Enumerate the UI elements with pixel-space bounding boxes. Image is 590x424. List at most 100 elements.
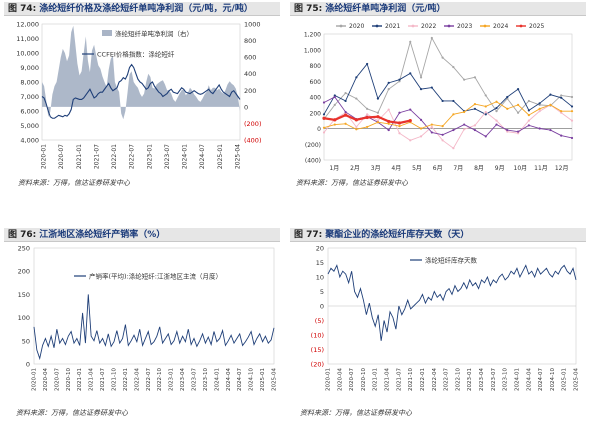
x-tick-label: 2023-10 — [503, 368, 509, 391]
x-tick-label: 9月 — [495, 165, 505, 172]
data-point-2025 — [397, 121, 402, 125]
x-tick-label: 10月 — [514, 165, 528, 172]
x-tick-label: 2024-07 — [237, 368, 243, 391]
data-point-2024 — [366, 125, 369, 129]
x-tick-label: 8月 — [474, 165, 484, 172]
data-point-2025 — [354, 118, 358, 122]
series-line-2022 — [323, 104, 573, 149]
y-tick-label: 0 — [26, 361, 30, 369]
data-point-2022 — [452, 147, 455, 150]
data-point-2021 — [506, 95, 509, 99]
x-tick-label: 2022-01 — [123, 368, 129, 391]
data-point-2021 — [473, 107, 477, 110]
data-point-2024 — [463, 110, 466, 114]
x-tick-label: 2020-01 — [326, 368, 332, 391]
data-point-2024 — [527, 114, 530, 117]
x-tick-label: 2020-07 — [58, 144, 65, 169]
data-point-2021 — [484, 113, 487, 116]
y-tick-label: (200) — [305, 142, 321, 149]
data-point-2024 — [560, 110, 563, 113]
series-line-sales-ratio — [33, 294, 275, 361]
data-point-2024 — [516, 103, 520, 106]
chart-fig75: (400) (200) 0 200 400 600 800 1,000 1,200 2020 202… — [304, 23, 574, 172]
y-tick-label: 10 — [316, 274, 324, 282]
data-point-2022 — [355, 125, 358, 129]
x-tick-label: 2024-10 — [249, 368, 255, 391]
data-point-2021 — [495, 106, 498, 110]
figure-label: 图 74: — [8, 4, 37, 14]
legend-marker — [339, 24, 343, 28]
x-tick-label: 2023-04 — [479, 368, 485, 391]
panel-title: 图 76: 江浙地区涤纶短纤产销率（%） — [4, 228, 280, 242]
data-point-2021 — [398, 78, 401, 81]
x-tick-label: 2023-07 — [491, 368, 497, 391]
figure-title: 涤纶短纤价格及涤纶短纤单吨净利润（元/吨，元/吨） — [39, 4, 253, 14]
x-tick-label: 2022-10 — [455, 368, 461, 391]
x-tick-label: 2021-01 — [77, 368, 83, 391]
y-tick-label: 400 — [310, 95, 322, 102]
y-tick-label: 150 — [18, 291, 30, 299]
data-point-2022 — [463, 128, 466, 131]
data-point-2021 — [538, 102, 541, 105]
data-point-2024 — [452, 113, 455, 116]
data-point-2022 — [484, 110, 487, 114]
data-point-2022 — [366, 113, 369, 116]
legend-label: 产销率(平均):涤纶短纤:江浙地区主流（月度） — [89, 272, 222, 281]
x-tick-label: 2020-10 — [66, 368, 72, 391]
figure-label: 图 76: — [8, 230, 37, 240]
x-tick-label: 2020-01 — [32, 368, 38, 391]
data-point-2023 — [463, 123, 466, 126]
x-tick-label: 2020-04 — [43, 368, 49, 391]
y-tick-label-right: 400 — [244, 70, 256, 78]
data-point-2022 — [322, 131, 326, 134]
x-tick-label: 2024-10 — [550, 368, 556, 391]
data-point-2020 — [366, 107, 369, 110]
x-tick-label: 2025-04 — [574, 368, 580, 391]
source-note: 资料来源：万得，信达证券研发中心 — [16, 409, 128, 417]
data-point-2024 — [419, 127, 423, 130]
y-tick-label: 250 — [18, 246, 30, 253]
x-tick-label: 2022-04 — [134, 368, 140, 391]
legend-label: 2022 — [421, 23, 436, 30]
y-tick-label: 800 — [310, 63, 322, 70]
y-tick-label-left: 8,000 — [20, 79, 39, 87]
y-tick-label-right: 200 — [244, 87, 256, 95]
y-tick-label-left: 11,000 — [16, 35, 39, 43]
data-point-2021 — [560, 96, 563, 99]
series-area-net-profit — [42, 25, 240, 120]
data-point-2021 — [355, 76, 358, 79]
plot-frame — [323, 33, 573, 161]
data-point-2020 — [538, 103, 541, 106]
data-point-2023 — [538, 127, 541, 130]
legend-swatch-area — [102, 30, 112, 36]
data-point-2021 — [570, 105, 574, 108]
data-point-2023 — [387, 128, 390, 132]
data-point-2020 — [452, 65, 455, 69]
x-tick-label: 2025-04 — [235, 144, 242, 169]
data-point-2023 — [516, 130, 520, 133]
data-point-2021 — [387, 81, 390, 84]
panel-title: 图 77: 聚酯企业的涤纶短纤库存天数（天） — [290, 228, 586, 242]
data-point-2022 — [516, 132, 520, 135]
y-tick-label: 5 — [320, 288, 324, 296]
x-tick-label: 2020-04 — [337, 368, 343, 391]
data-point-2024 — [538, 107, 541, 110]
series-line-2020 — [323, 36, 573, 120]
data-point-2023 — [452, 128, 455, 132]
y-tick-label-left: 6,000 — [20, 108, 39, 116]
y-tick-label-right: (400) — [244, 137, 261, 145]
x-tick-label: 2025-04 — [272, 368, 278, 391]
y-tick-label-left: 5,000 — [20, 122, 39, 130]
data-point-2020 — [430, 36, 433, 40]
y-tick-label-right: 800 — [244, 37, 256, 45]
data-point-2023 — [506, 128, 509, 132]
data-point-2020 — [570, 95, 574, 99]
data-point-2021 — [344, 99, 347, 103]
data-point-2025 — [365, 115, 369, 120]
data-point-2023 — [409, 108, 412, 111]
data-point-2023 — [570, 136, 574, 140]
data-point-2025 — [387, 119, 391, 124]
data-point-2020 — [419, 76, 423, 79]
y-tick-label-right: 1000 — [244, 21, 261, 29]
y-tick-label: 1,200 — [304, 32, 321, 39]
